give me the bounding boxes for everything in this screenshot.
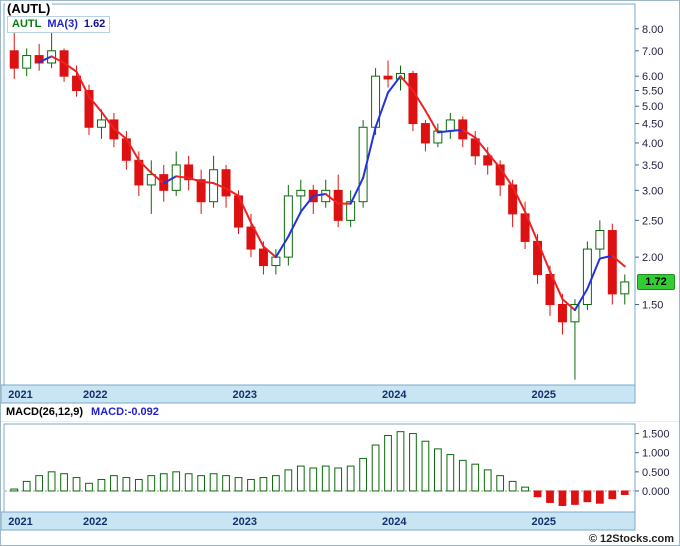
svg-text:2021: 2021 xyxy=(8,389,32,401)
svg-text:1.500: 1.500 xyxy=(642,429,670,441)
svg-text:2.00: 2.00 xyxy=(642,252,663,264)
macd-header: MACD(26,12,9) MACD:-0.092 xyxy=(1,404,679,422)
chart-legend: AUTL MA(3) 1.62 xyxy=(7,16,111,33)
svg-text:2023: 2023 xyxy=(233,516,257,528)
price-chart-svg: 2021 2022 2023 2024 2025 8.00 7.00 6.00 5.50 5.00… xyxy=(1,3,663,404)
svg-text:2021: 2021 xyxy=(8,516,32,528)
svg-text:2024: 2024 xyxy=(382,389,407,401)
svg-text:1.000: 1.000 xyxy=(642,448,670,460)
svg-text:2023: 2023 xyxy=(233,389,257,401)
macd-settings-label: MACD(26,12,9) xyxy=(6,406,84,418)
svg-text:4.00: 4.00 xyxy=(642,138,663,150)
svg-text:0.000: 0.000 xyxy=(642,486,670,498)
svg-text:6.00: 6.00 xyxy=(642,71,663,83)
svg-text:2.50: 2.50 xyxy=(642,215,663,227)
svg-text:7.00: 7.00 xyxy=(642,46,663,58)
macd-chart-svg: 2021 2022 2023 2024 2025 1.500 1.000 0.500 0.000 xyxy=(1,423,670,531)
price-panel: 2021 2022 2023 2024 2025 8.00 7.00 6.00 5.50 5.00… xyxy=(1,1,679,404)
legend-ma-value: 1.62 xyxy=(83,18,106,30)
legend-ma-label: MA(3) xyxy=(47,18,78,30)
svg-text:2022: 2022 xyxy=(83,516,107,528)
svg-text:2024: 2024 xyxy=(382,516,407,528)
svg-text:5.50: 5.50 xyxy=(642,86,663,98)
svg-text:2025: 2025 xyxy=(532,389,556,401)
svg-text:2022: 2022 xyxy=(83,389,107,401)
svg-text:0.500: 0.500 xyxy=(642,467,670,479)
page-title: (AUTL) xyxy=(5,1,53,16)
svg-text:8.00: 8.00 xyxy=(642,24,663,36)
svg-text:4.50: 4.50 xyxy=(642,119,663,131)
copyright-link[interactable]: © 12Stocks.com xyxy=(588,533,674,545)
svg-text:5.00: 5.00 xyxy=(642,101,663,113)
svg-text:3.00: 3.00 xyxy=(642,185,663,197)
legend-symbol: AUTL xyxy=(12,18,42,30)
current-price-badge: 1.72 xyxy=(637,274,675,290)
footer: © 12Stocks.com xyxy=(1,532,679,545)
macd-current-value: MACD:-0.092 xyxy=(91,406,159,418)
svg-text:1.50: 1.50 xyxy=(642,299,663,311)
svg-text:2025: 2025 xyxy=(532,516,556,528)
svg-text:3.50: 3.50 xyxy=(642,160,663,172)
